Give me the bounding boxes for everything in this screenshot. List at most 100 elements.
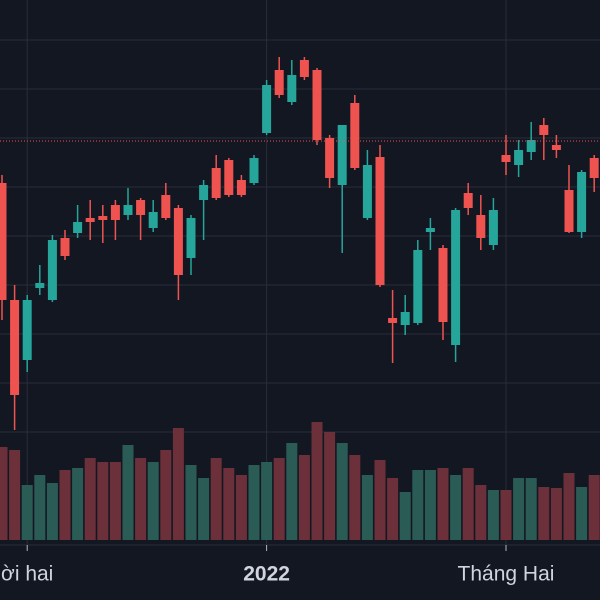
candle-body	[274, 70, 284, 95]
candle-body	[224, 160, 234, 195]
volume-bar	[311, 422, 323, 540]
volume-bar	[72, 468, 84, 540]
candle-body	[476, 215, 486, 238]
volume-bar	[198, 478, 210, 540]
candle-body	[173, 208, 183, 275]
volume-bar	[500, 490, 512, 540]
x-tick-label: 2022	[243, 563, 290, 586]
candle-body	[400, 312, 410, 325]
candle-body	[463, 193, 473, 208]
candle-body	[85, 218, 95, 222]
volume-bar	[59, 470, 71, 540]
candle-body	[514, 150, 524, 165]
volume-bar	[374, 460, 386, 540]
candle-body	[110, 205, 120, 220]
volume-bar	[34, 475, 46, 540]
candle-body	[299, 60, 309, 77]
candle-body	[362, 165, 372, 218]
candle-body	[0, 183, 7, 300]
volume-bar	[46, 483, 58, 540]
volume-bar	[412, 470, 424, 540]
candle-body	[577, 172, 587, 232]
candle-body	[262, 85, 272, 133]
volume-bar	[261, 462, 273, 540]
candle-body	[123, 205, 133, 215]
volume-bar	[185, 465, 197, 540]
candle-body	[73, 222, 83, 233]
volume-bar	[223, 468, 235, 540]
candle-body	[501, 155, 511, 162]
candle-body	[312, 70, 322, 140]
candle-body	[98, 216, 108, 220]
volume-bar	[21, 485, 33, 540]
volume-bar	[513, 478, 525, 540]
volume-bar	[109, 462, 121, 540]
volume-bar	[475, 485, 487, 540]
candle-body	[136, 200, 146, 215]
volume-bar	[160, 450, 172, 540]
volume-bar	[122, 445, 134, 540]
candle-body	[413, 250, 423, 323]
candle-body	[539, 125, 549, 135]
volume-bar	[286, 443, 298, 540]
candle-body	[589, 158, 599, 178]
volume-bar	[135, 458, 147, 540]
volume-bar	[147, 462, 159, 540]
candle-body	[564, 190, 574, 232]
candle-body	[488, 210, 498, 245]
volume-bar	[298, 455, 310, 540]
candle-body	[148, 212, 158, 228]
candle-body	[451, 210, 461, 345]
candle-body	[425, 228, 435, 232]
volume-bar	[97, 462, 109, 540]
candle-body	[438, 248, 448, 322]
volume-bar	[424, 470, 436, 540]
volume-bar	[450, 475, 462, 540]
volume-bar	[248, 465, 260, 540]
candle-body	[287, 75, 297, 102]
candle-body	[211, 168, 221, 198]
volume-bar	[235, 475, 247, 540]
candle-body	[551, 145, 561, 150]
volume-bar	[588, 475, 600, 540]
candle-body	[60, 238, 70, 256]
candle-body	[526, 140, 536, 152]
volume-bar	[9, 450, 21, 540]
volume-bar	[361, 475, 373, 540]
candle-body	[47, 240, 57, 300]
volume-bar	[437, 468, 449, 540]
candle-body	[375, 157, 385, 285]
volume-bar	[563, 473, 575, 540]
volume-bar	[336, 443, 348, 540]
candle-body	[35, 283, 45, 288]
candle-body	[350, 103, 360, 168]
volume-bar	[538, 487, 550, 540]
candle-body	[10, 300, 20, 395]
volume-bar	[210, 458, 222, 540]
candle-body	[186, 218, 196, 258]
candle-body	[249, 158, 259, 183]
volume-bar	[487, 490, 499, 540]
volume-bar	[525, 478, 537, 540]
volume-bar	[172, 428, 184, 540]
candle-body	[325, 138, 335, 178]
candle-body	[236, 180, 246, 195]
candle-body	[388, 318, 398, 323]
volume-bar	[0, 447, 8, 540]
volume-bar	[387, 478, 399, 540]
volume-bar	[576, 487, 588, 540]
volume-bar	[84, 458, 96, 540]
x-tick-label: Tháng Hai	[458, 563, 555, 586]
candle-body	[337, 125, 347, 185]
x-tick-label: ời hai	[1, 563, 53, 586]
volume-bar	[462, 468, 474, 540]
candle-body	[199, 185, 209, 200]
candle-body	[22, 300, 32, 360]
volume-bar	[349, 455, 361, 540]
volume-bar	[273, 458, 285, 540]
volume-bar	[550, 488, 562, 540]
volume-bar	[399, 492, 411, 540]
volume-bar	[324, 432, 336, 540]
candle-body	[161, 195, 171, 218]
